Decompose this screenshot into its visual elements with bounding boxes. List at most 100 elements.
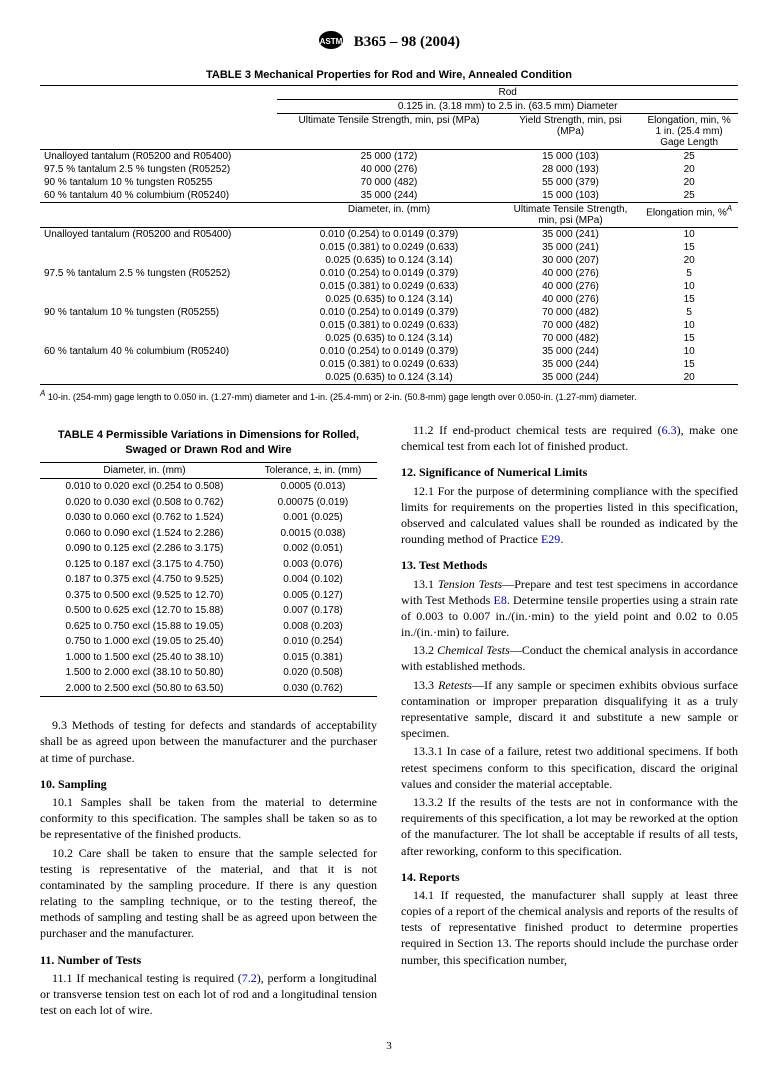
t4-dia: 0.060 to 0.090 excl (1.524 to 2.286) — [40, 526, 249, 542]
table-row: Unalloyed tantalum (R05200 and R05400) 2… — [40, 150, 738, 164]
ref-e8[interactable]: E8 — [493, 593, 506, 607]
t3-uts: 35 000 (244) — [501, 345, 641, 358]
t3-dia: 0.025 (0.635) to 0.124 (3.14) — [277, 371, 500, 385]
table4-title: TABLE 4 Permissible Variations in Dimens… — [40, 428, 377, 458]
t3-uts: 40 000 (276) — [501, 267, 641, 280]
t3-el: 25 — [640, 150, 738, 164]
para-13-3-2: 13.3.2 If the results of the tests are n… — [401, 794, 738, 859]
t3-mat: 90 % tantalum 10 % tungsten R05255 — [40, 176, 277, 189]
table-row: 0.020 to 0.030 excl (0.508 to 0.762) 0.0… — [40, 495, 377, 511]
t3-ys: 28 000 (193) — [501, 163, 641, 176]
table-row: 0.125 to 0.187 excl (3.175 to 4.750) 0.0… — [40, 557, 377, 573]
t3-mid-col1: Diameter, in. (mm) — [277, 203, 500, 228]
t3-mat — [40, 280, 277, 293]
astm-logo-icon: ASTM — [318, 30, 344, 55]
t3-col-uts: Ultimate Tensile Strength, min, psi (MPa… — [277, 114, 500, 150]
t3-el: 20 — [640, 371, 738, 385]
table-row: 0.015 (0.381) to 0.0249 (0.633) 35 000 (… — [40, 241, 738, 254]
t3-dia: 0.010 (0.254) to 0.0149 (0.379) — [277, 267, 500, 280]
table-row: 0.025 (0.635) to 0.124 (3.14) 30 000 (20… — [40, 254, 738, 267]
table4: Diameter, in. (mm) Tolerance, ±, in. (mm… — [40, 462, 377, 698]
table-row: 97.5 % tantalum 2.5 % tungsten (R05252) … — [40, 163, 738, 176]
t4-tol: 0.003 (0.076) — [249, 557, 377, 573]
sec-13: 13. Test Methods — [401, 557, 738, 573]
t3-ys: 55 000 (379) — [501, 176, 641, 189]
t3-dia: 0.025 (0.635) to 0.124 (3.14) — [277, 293, 500, 306]
t3-el: 10 — [640, 228, 738, 242]
t4-tol: 0.001 (0.025) — [249, 510, 377, 526]
t3-dia: 0.025 (0.635) to 0.124 (3.14) — [277, 254, 500, 267]
table-row: 0.625 to 0.750 excl (15.88 to 19.05) 0.0… — [40, 619, 377, 635]
t3-mat: 97.5 % tantalum 2.5 % tungsten (R05252) — [40, 267, 277, 280]
t4-dia: 0.500 to 0.625 excl (12.70 to 15.88) — [40, 603, 249, 619]
para-14-1: 14.1 If requested, the manufacturer shal… — [401, 887, 738, 968]
para-11-2: 11.2 If end-product chemical tests are r… — [401, 422, 738, 454]
t4-tol: 0.015 (0.381) — [249, 650, 377, 666]
table-row: 90 % tantalum 10 % tungsten R05255 70 00… — [40, 176, 738, 189]
t3-uts: 35 000 (244) — [277, 189, 500, 203]
t3-mat: Unalloyed tantalum (R05200 and R05400) — [40, 228, 277, 242]
para-10-2: 10.2 Care shall be taken to ensure that … — [40, 845, 377, 942]
ref-6-3[interactable]: 6.3 — [662, 423, 677, 437]
t3-sub-header: 0.125 in. (3.18 mm) to 2.5 in. (63.5 mm)… — [277, 100, 738, 114]
t4-dia: 0.375 to 0.500 excl (9.525 to 12.70) — [40, 588, 249, 604]
right-column: 11.2 If end-product chemical tests are r… — [401, 420, 738, 1020]
table-row: 1.000 to 1.500 excl (25.40 to 38.10) 0.0… — [40, 650, 377, 666]
t4-tol: 0.010 (0.254) — [249, 634, 377, 650]
t3-mid-col3: Elongation min, %A — [640, 203, 738, 228]
t3-rod-header: Rod — [277, 86, 738, 100]
t3-mat: 97.5 % tantalum 2.5 % tungsten (R05252) — [40, 163, 277, 176]
t4-tol: 0.002 (0.051) — [249, 541, 377, 557]
t3-dia: 0.015 (0.381) to 0.0249 (0.633) — [277, 241, 500, 254]
t3-col-el: Elongation, min, % 1 in. (25.4 mm) Gage … — [640, 114, 738, 150]
sec-10: 10. Sampling — [40, 776, 377, 792]
t3-uts: 70 000 (482) — [501, 319, 641, 332]
t4-tol: 0.030 (0.762) — [249, 681, 377, 697]
t3-el: 15 — [640, 358, 738, 371]
t3-el: 10 — [640, 319, 738, 332]
t3-mat — [40, 241, 277, 254]
table-row: 97.5 % tantalum 2.5 % tungsten (R05252) … — [40, 267, 738, 280]
para-13-3-1: 13.3.1 In case of a failure, retest two … — [401, 743, 738, 792]
t3-dia: 0.025 (0.635) to 0.124 (3.14) — [277, 332, 500, 345]
left-column: TABLE 4 Permissible Variations in Dimens… — [40, 420, 377, 1020]
para-13-3: 13.3 Retests—If any sample or specimen e… — [401, 677, 738, 742]
t3-el: 15 — [640, 293, 738, 306]
table-row: Unalloyed tantalum (R05200 and R05400) 0… — [40, 228, 738, 242]
table-row: 0.025 (0.635) to 0.124 (3.14) 35 000 (24… — [40, 371, 738, 385]
standard-number: B365 – 98 (2004) — [354, 34, 460, 50]
t3-mat — [40, 332, 277, 345]
table-row: 0.375 to 0.500 excl (9.525 to 12.70) 0.0… — [40, 588, 377, 604]
t3-mat: 60 % tantalum 40 % columbium (R05240) — [40, 189, 277, 203]
t3-uts: 35 000 (244) — [501, 358, 641, 371]
t3-uts: 35 000 (244) — [501, 371, 641, 385]
t4-tol: 0.020 (0.508) — [249, 665, 377, 681]
t4-dia: 0.187 to 0.375 excl (4.750 to 9.525) — [40, 572, 249, 588]
t3-ys: 15 000 (103) — [501, 150, 641, 164]
t4-dia: 1.000 to 1.500 excl (25.40 to 38.10) — [40, 650, 249, 666]
t3-uts: 40 000 (276) — [501, 280, 641, 293]
t3-col-ys: Yield Strength, min, psi (MPa) — [501, 114, 641, 150]
table3-title: TABLE 3 Mechanical Properties for Rod an… — [40, 69, 738, 81]
t4-tol: 0.007 (0.178) — [249, 603, 377, 619]
sec-11: 11. Number of Tests — [40, 952, 377, 968]
ref-e29[interactable]: E29 — [541, 532, 560, 546]
t3-ys: 15 000 (103) — [501, 189, 641, 203]
para-13-1: 13.1 Tension Tests—Prepare and test test… — [401, 576, 738, 641]
t3-mat: 90 % tantalum 10 % tungsten (R05255) — [40, 306, 277, 319]
t4-col2: Tolerance, ±, in. (mm) — [249, 462, 377, 479]
ref-7-2[interactable]: 7.2 — [242, 971, 257, 985]
t3-dia: 0.010 (0.254) to 0.0149 (0.379) — [277, 228, 500, 242]
table-row: 0.015 (0.381) to 0.0249 (0.633) 70 000 (… — [40, 319, 738, 332]
t4-dia: 0.030 to 0.060 excl (0.762 to 1.524) — [40, 510, 249, 526]
t3-mat — [40, 319, 277, 332]
t3-el: 15 — [640, 332, 738, 345]
t3-el: 25 — [640, 189, 738, 203]
t3-el: 20 — [640, 176, 738, 189]
t4-tol: 0.005 (0.127) — [249, 588, 377, 604]
table-row: 0.750 to 1.000 excl (19.05 to 25.40) 0.0… — [40, 634, 377, 650]
t3-dia: 0.010 (0.254) to 0.0149 (0.379) — [277, 345, 500, 358]
para-10-1: 10.1 Samples shall be taken from the mat… — [40, 794, 377, 843]
t3-el: 20 — [640, 163, 738, 176]
t4-col1: Diameter, in. (mm) — [40, 462, 249, 479]
